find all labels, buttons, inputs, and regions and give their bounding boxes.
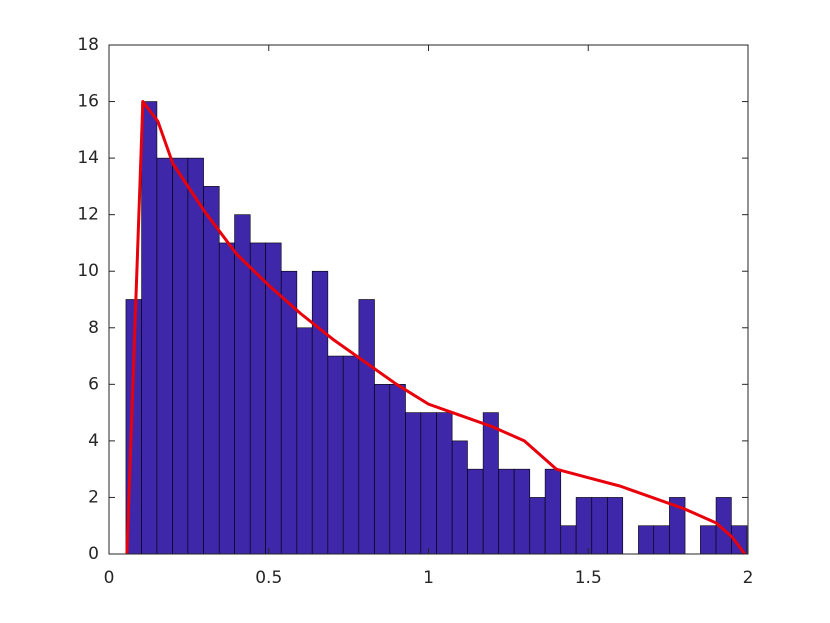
bar [203,186,220,555]
bar [560,525,577,555]
y-tick-label: 2 [88,487,99,507]
bar [358,299,375,555]
bar [591,497,608,555]
bar [405,412,422,555]
bar [467,468,484,555]
y-tick-label: 8 [88,318,99,338]
bar [529,497,546,555]
bar [311,270,329,555]
bar [374,384,391,555]
x-tick-label: 1 [423,568,434,588]
bar [420,412,437,555]
x-tick-label: 2 [743,568,754,588]
y-tick-label: 18 [77,35,99,55]
bar [280,270,298,555]
y-tick-label: 12 [77,205,99,225]
bar [607,497,624,555]
bar [156,157,173,555]
x-tick-label: 0 [104,568,115,588]
bar [575,497,593,555]
bar [218,242,235,555]
y-tick-label: 14 [77,148,99,168]
bar [327,355,344,555]
bar [296,327,313,555]
bar [436,412,453,555]
y-tick-label: 16 [77,92,99,112]
fit-line [125,100,747,555]
y-tick-label: 4 [88,431,99,451]
bar [187,157,204,555]
y-tick-label: 0 [88,544,99,564]
y-tick-label: 6 [88,374,99,394]
x-tick-label: 0.5 [255,568,282,588]
bar [638,525,655,555]
bar [141,101,158,555]
bar [482,412,499,555]
bar [513,468,531,555]
bar [249,242,266,555]
bar [342,355,360,555]
bar [451,440,468,555]
bar [172,157,189,555]
bar [700,525,717,555]
y-tick-label: 10 [77,261,99,281]
bar [389,384,406,555]
bar [653,525,670,555]
bar [544,468,562,555]
x-tick-label: 1.5 [575,568,602,588]
bar [498,468,515,555]
